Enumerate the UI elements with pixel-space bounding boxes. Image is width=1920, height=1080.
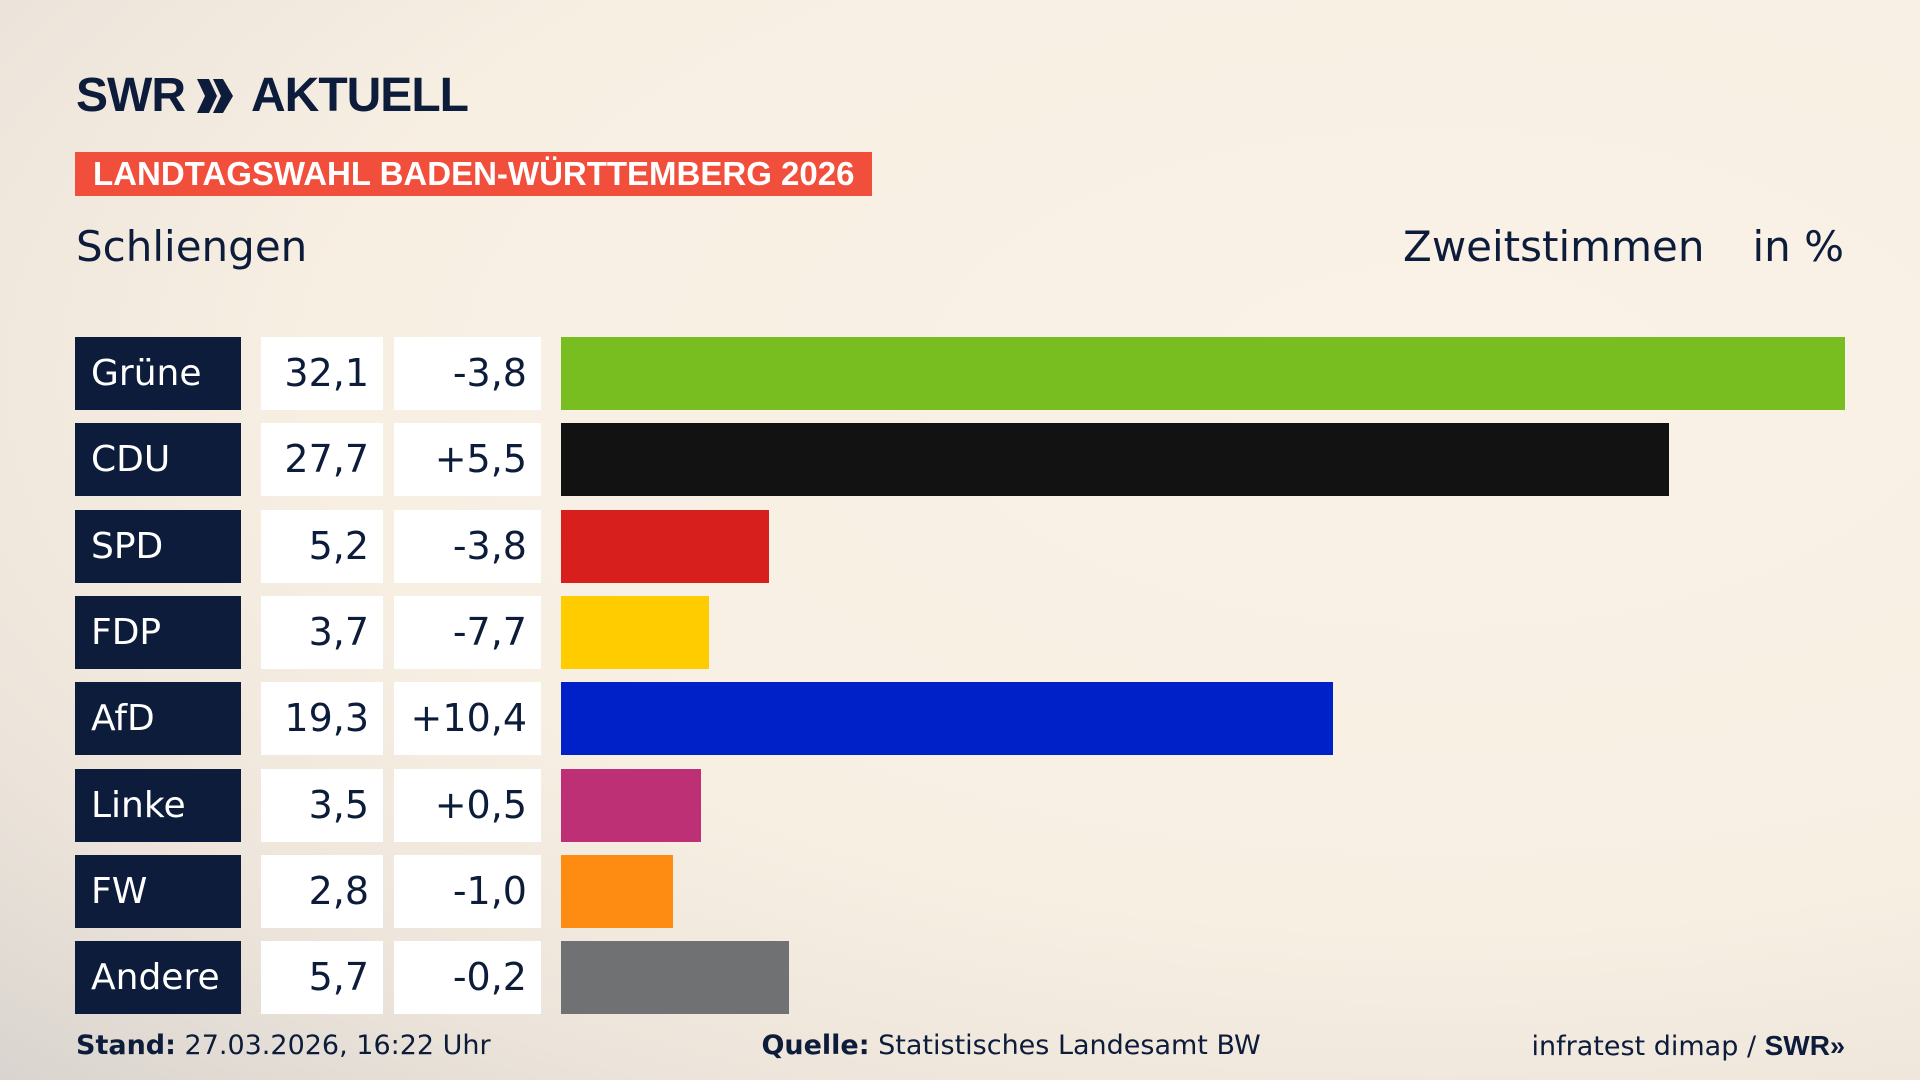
diff-label: +10,4	[394, 682, 541, 756]
party-label: CDU	[75, 423, 241, 497]
bar-cdu	[561, 423, 1669, 497]
stand: Stand: 27.03.2026, 16:22 Uhr	[76, 1030, 491, 1062]
value-label: 27,7	[261, 423, 383, 497]
party-label: Andere	[75, 941, 241, 1015]
stand-label: Stand:	[76, 1030, 176, 1061]
result-row: CDU 27,7 +5,5	[75, 423, 1875, 497]
source: Quelle: Statistisches Landesamt BW	[761, 1030, 1260, 1062]
vote-type: Zweitstimmen	[1403, 222, 1705, 271]
party-label: Grüne	[75, 337, 241, 410]
party-label: Linke	[75, 768, 241, 842]
result-row: Linke 3,5 +0,5	[75, 768, 1875, 842]
party-label: FW	[75, 854, 241, 928]
party-label: SPD	[75, 509, 241, 583]
bar-fdp	[561, 595, 709, 669]
footer: Stand: 27.03.2026, 16:22 Uhr Quelle: Sta…	[76, 1030, 1845, 1062]
result-row: Andere 5,7 -0,2	[75, 941, 1875, 1015]
bar-spd	[561, 509, 769, 583]
value-label: 19,3	[261, 682, 383, 756]
result-row: AfD 19,3 +10,4	[75, 682, 1875, 756]
party-label: AfD	[75, 682, 241, 756]
bar-linke	[561, 768, 701, 842]
bar-grüne	[561, 337, 1845, 410]
chevron-double-icon: »	[1829, 1031, 1845, 1061]
value-label: 5,2	[261, 509, 383, 583]
source-value: Statistisches Landesamt BW	[878, 1030, 1261, 1061]
party-label: FDP	[75, 595, 241, 669]
result-row: SPD 5,2 -3,8	[75, 509, 1875, 583]
diff-label: -3,8	[394, 509, 541, 583]
value-label: 3,5	[261, 768, 383, 842]
credit-text: infratest dimap /	[1531, 1031, 1765, 1062]
diff-label: +5,5	[394, 423, 541, 497]
stand-value: 27.03.2026, 16:22 Uhr	[184, 1030, 491, 1061]
credit: infratest dimap / SWR»	[1532, 1030, 1845, 1062]
result-row: FDP 3,7 -7,7	[75, 595, 1875, 669]
diff-label: -7,7	[394, 595, 541, 669]
source-label: Quelle:	[761, 1030, 870, 1061]
value-label: 2,8	[261, 854, 383, 928]
election-banner: LANDTAGSWAHL BADEN-WÜRTTEMBERG 2026	[75, 152, 873, 196]
bar-afd	[561, 682, 1333, 756]
header-right: Zweitstimmen in %	[1403, 222, 1844, 271]
bar-fw	[561, 854, 673, 928]
logo-aktuell: AKTUELL	[250, 69, 469, 122]
value-label: 5,7	[261, 941, 383, 1015]
diff-label: -3,8	[394, 337, 541, 410]
place-title: Schliengen	[76, 222, 308, 271]
unit-label: in %	[1752, 222, 1844, 271]
logo-swr: SWR	[76, 69, 186, 122]
value-label: 3,7	[261, 595, 383, 669]
result-row: FW 2,8 -1,0	[75, 854, 1875, 928]
diff-label: -1,0	[394, 854, 541, 928]
diff-label: +0,5	[394, 768, 541, 842]
bar-andere	[561, 941, 789, 1015]
diff-label: -0,2	[394, 941, 541, 1015]
swr-aktuell-logo: SWR AKTUELL	[76, 68, 469, 123]
value-label: 32,1	[261, 337, 383, 410]
chevron-double-icon	[196, 78, 233, 113]
credit-swr-logo: SWR	[1764, 1030, 1830, 1061]
result-row: Grüne 32,1 -3,8	[75, 337, 1875, 410]
